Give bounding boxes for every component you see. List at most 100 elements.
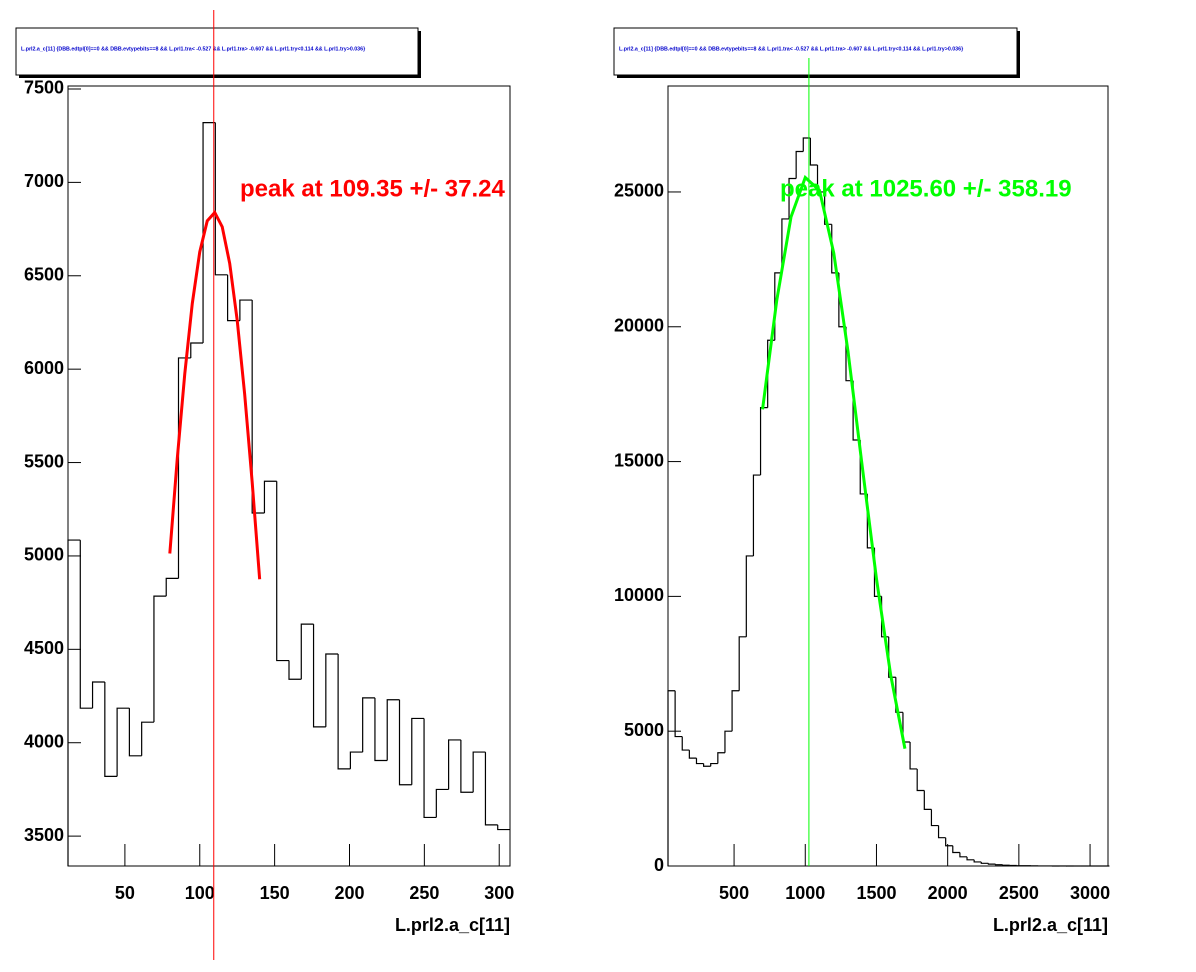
x-tick-label: 200 <box>334 883 364 903</box>
chart-title: L.prl2.a_c[11] {DBB.edtpl[0]==0 && DBB.e… <box>21 46 365 52</box>
histogram-bin <box>710 762 718 767</box>
plot-frame <box>67 85 511 867</box>
x-tick-label: 250 <box>409 883 439 903</box>
title-box <box>613 27 1018 76</box>
y-tick-label: 0 <box>654 855 664 875</box>
fit-annotation: peak at 109.35 +/- 37.24 <box>240 175 506 202</box>
histogram-bin <box>930 809 939 827</box>
histogram-bin <box>460 739 474 793</box>
title-box <box>15 27 419 76</box>
histogram-bin <box>263 480 277 513</box>
histogram-bin <box>91 681 105 709</box>
histogram-bin <box>688 750 697 759</box>
histogram-bin <box>888 636 896 678</box>
histogram-bin <box>79 540 93 709</box>
x-axis-label: L.prl2.a_c[11] <box>993 915 1108 935</box>
histogram-bin <box>987 863 996 865</box>
histogram-bin <box>738 636 747 691</box>
y-tick-label: 10000 <box>614 585 664 605</box>
histogram-bin <box>937 825 946 839</box>
histogram-bin <box>802 137 811 152</box>
histogram-bin <box>745 555 754 637</box>
histogram-bin <box>202 122 216 344</box>
histogram-bin <box>959 852 968 858</box>
histogram-bin <box>681 736 690 751</box>
y-tick-label: 25000 <box>614 181 664 201</box>
x-tick-label: 150 <box>260 883 290 903</box>
histogram-bin <box>759 407 768 476</box>
histogram-bin <box>128 708 142 757</box>
histogram-bin <box>795 150 804 179</box>
histogram-bin <box>909 741 918 770</box>
histogram-bin <box>945 837 953 847</box>
histogram-bin <box>752 474 761 556</box>
histogram-bin <box>312 624 326 728</box>
histogram-bin <box>916 768 925 792</box>
histogram-bin <box>472 751 486 793</box>
histogram-bin <box>325 653 339 727</box>
histogram-bin <box>423 718 437 819</box>
histogram-bin <box>411 717 425 785</box>
y-tick-label: 5000 <box>624 720 664 740</box>
x-tick-label: 3000 <box>1070 883 1110 903</box>
histogram-bin <box>788 177 797 219</box>
histogram-bin <box>300 623 314 680</box>
x-tick-label: 1000 <box>785 883 825 903</box>
histogram-bin <box>276 481 289 662</box>
histogram-bin <box>674 690 683 738</box>
histogram-bin <box>994 864 1003 866</box>
histogram-bin <box>980 861 989 864</box>
histogram-bin <box>362 697 375 753</box>
x-axis-label: L.prl2.a_c[11] <box>395 915 510 935</box>
histogram-bin <box>484 752 498 826</box>
histogram-bin <box>214 122 228 276</box>
fit-curve <box>761 174 907 749</box>
histogram-bin <box>895 677 903 713</box>
histogram-bin <box>67 539 81 866</box>
x-tick-label: 500 <box>719 883 749 903</box>
x-tick-label: 300 <box>484 883 514 903</box>
y-tick-label: 5500 <box>24 451 64 471</box>
histogram-bin <box>724 730 733 753</box>
y-tick-label: 7500 <box>24 78 64 98</box>
y-tick-label: 7000 <box>24 171 64 191</box>
histogram-bin <box>816 164 825 193</box>
y-tick-label: 4500 <box>24 638 64 658</box>
histogram-bin <box>781 218 790 273</box>
histogram-bin <box>695 758 704 765</box>
histogram-bin <box>398 699 412 786</box>
histogram-bin <box>952 845 960 854</box>
histogram-bin <box>667 690 676 866</box>
histogram-bin <box>251 300 265 514</box>
histogram-bin <box>104 682 118 777</box>
histogram-bin <box>973 859 982 863</box>
histogram-bin <box>239 299 253 321</box>
x-tick-label: 50 <box>115 883 135 903</box>
chart-title: L.prl2.a_c[11] {DBB.edtpl[0]==0 && DBB.e… <box>619 46 963 52</box>
fit-curve <box>168 209 262 580</box>
histogram-bin <box>141 721 154 756</box>
x-tick-label: 1500 <box>856 883 896 903</box>
x-tick-label: 2500 <box>999 883 1039 903</box>
histogram-bin <box>966 856 975 861</box>
plot-frame <box>667 85 1109 867</box>
histogram-bin <box>116 707 130 777</box>
histogram-bin <box>824 191 832 225</box>
histogram-bin <box>374 697 388 762</box>
histogram-bin <box>288 660 302 680</box>
y-tick-label: 3500 <box>24 825 64 845</box>
histogram-bin <box>386 699 400 761</box>
fit-annotation: peak at 1025.60 +/- 358.19 <box>780 175 1072 202</box>
histogram-bin <box>337 654 351 770</box>
histogram-bin <box>923 790 932 810</box>
histogram-bin <box>731 690 740 732</box>
histogram-bin <box>435 788 449 818</box>
y-tick-label: 4000 <box>24 731 64 751</box>
y-tick-label: 20000 <box>614 316 664 336</box>
histogram-bin <box>153 595 167 723</box>
histogram-bin <box>349 751 363 769</box>
x-tick-label: 2000 <box>928 883 968 903</box>
y-tick-label: 6000 <box>24 358 64 378</box>
histogram-bin <box>702 763 711 767</box>
